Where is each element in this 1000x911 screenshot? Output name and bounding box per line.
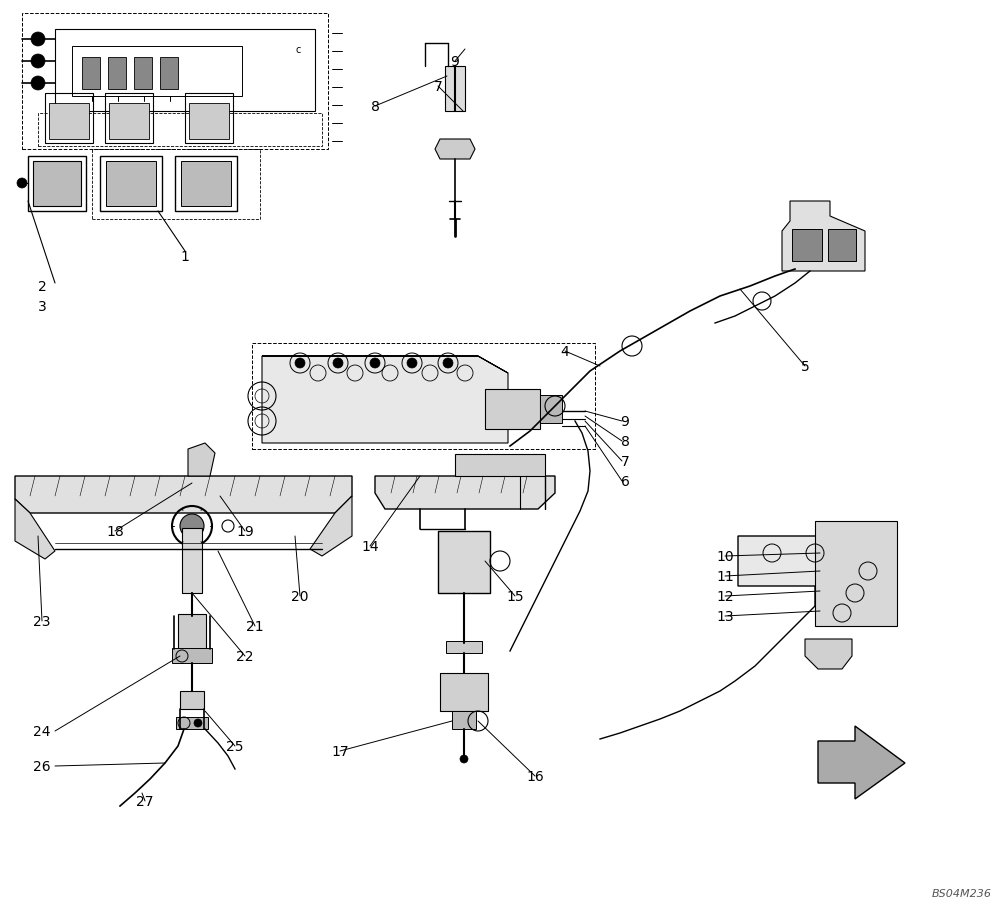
Circle shape [17, 179, 27, 189]
Bar [445, 67, 465, 112]
Bar [172, 649, 212, 663]
Text: 9: 9 [451, 55, 459, 69]
Text: 12: 12 [716, 589, 734, 603]
Bar [28, 157, 86, 211]
Bar [181, 162, 231, 207]
Bar [455, 455, 545, 476]
Bar [45, 94, 93, 144]
Text: 3: 3 [38, 300, 46, 313]
Circle shape [407, 359, 417, 369]
Text: 4: 4 [561, 344, 569, 359]
Text: 6: 6 [621, 475, 629, 488]
Text: 27: 27 [136, 794, 154, 808]
Text: 9: 9 [621, 415, 629, 428]
Text: 2: 2 [38, 280, 46, 293]
Bar [540, 395, 562, 424]
Polygon shape [188, 444, 215, 476]
Polygon shape [435, 140, 475, 159]
Polygon shape [738, 537, 895, 627]
Bar [82, 58, 100, 90]
Polygon shape [782, 201, 865, 271]
Text: 20: 20 [291, 589, 309, 603]
Text: 15: 15 [506, 589, 524, 603]
Bar [49, 104, 89, 140]
Polygon shape [375, 476, 555, 509]
Bar [180, 691, 204, 710]
Polygon shape [805, 640, 852, 670]
Circle shape [295, 359, 305, 369]
Bar [440, 673, 488, 711]
Text: 25: 25 [226, 739, 244, 753]
Bar [452, 711, 476, 729]
Bar [182, 528, 202, 593]
Text: 17: 17 [331, 744, 349, 758]
Polygon shape [15, 499, 55, 559]
Text: 5: 5 [801, 360, 809, 374]
Circle shape [31, 77, 45, 91]
Text: 8: 8 [371, 100, 379, 114]
Circle shape [31, 33, 45, 47]
Bar [185, 94, 233, 144]
Text: BS04M236: BS04M236 [932, 888, 992, 898]
Text: 11: 11 [716, 569, 734, 583]
Text: 26: 26 [33, 759, 51, 773]
Bar [815, 521, 897, 627]
Bar [100, 157, 162, 211]
Bar [134, 58, 152, 90]
Bar [176, 717, 208, 729]
Circle shape [460, 755, 468, 763]
Bar [189, 104, 229, 140]
Bar [33, 162, 81, 207]
Circle shape [180, 515, 204, 538]
Text: 10: 10 [716, 549, 734, 563]
Text: 7: 7 [621, 455, 629, 468]
Circle shape [194, 719, 202, 727]
Bar [438, 531, 490, 593]
Polygon shape [818, 726, 905, 799]
Text: 19: 19 [236, 525, 254, 538]
Bar [485, 390, 540, 429]
Bar [55, 30, 315, 112]
Bar [108, 58, 126, 90]
Text: 23: 23 [33, 614, 51, 629]
Text: 8: 8 [621, 435, 629, 448]
Bar [106, 162, 156, 207]
Bar [792, 230, 822, 261]
Bar [178, 614, 206, 650]
Bar [109, 104, 149, 140]
Circle shape [370, 359, 380, 369]
Polygon shape [310, 496, 352, 557]
Polygon shape [262, 356, 508, 444]
Bar [160, 58, 178, 90]
Text: 21: 21 [246, 619, 264, 633]
Circle shape [333, 359, 343, 369]
Text: 1: 1 [181, 250, 189, 263]
Text: 24: 24 [33, 724, 51, 738]
Bar [828, 230, 856, 261]
Text: c: c [295, 45, 300, 55]
Bar [175, 157, 237, 211]
Circle shape [443, 359, 453, 369]
Bar [72, 47, 242, 97]
Text: 18: 18 [106, 525, 124, 538]
Text: 22: 22 [236, 650, 254, 663]
Text: 16: 16 [526, 769, 544, 783]
Text: 13: 13 [716, 609, 734, 623]
Bar [446, 641, 482, 653]
Text: 7: 7 [434, 80, 442, 94]
Circle shape [31, 55, 45, 69]
Polygon shape [15, 476, 352, 514]
Bar [105, 94, 153, 144]
Text: 14: 14 [361, 539, 379, 553]
